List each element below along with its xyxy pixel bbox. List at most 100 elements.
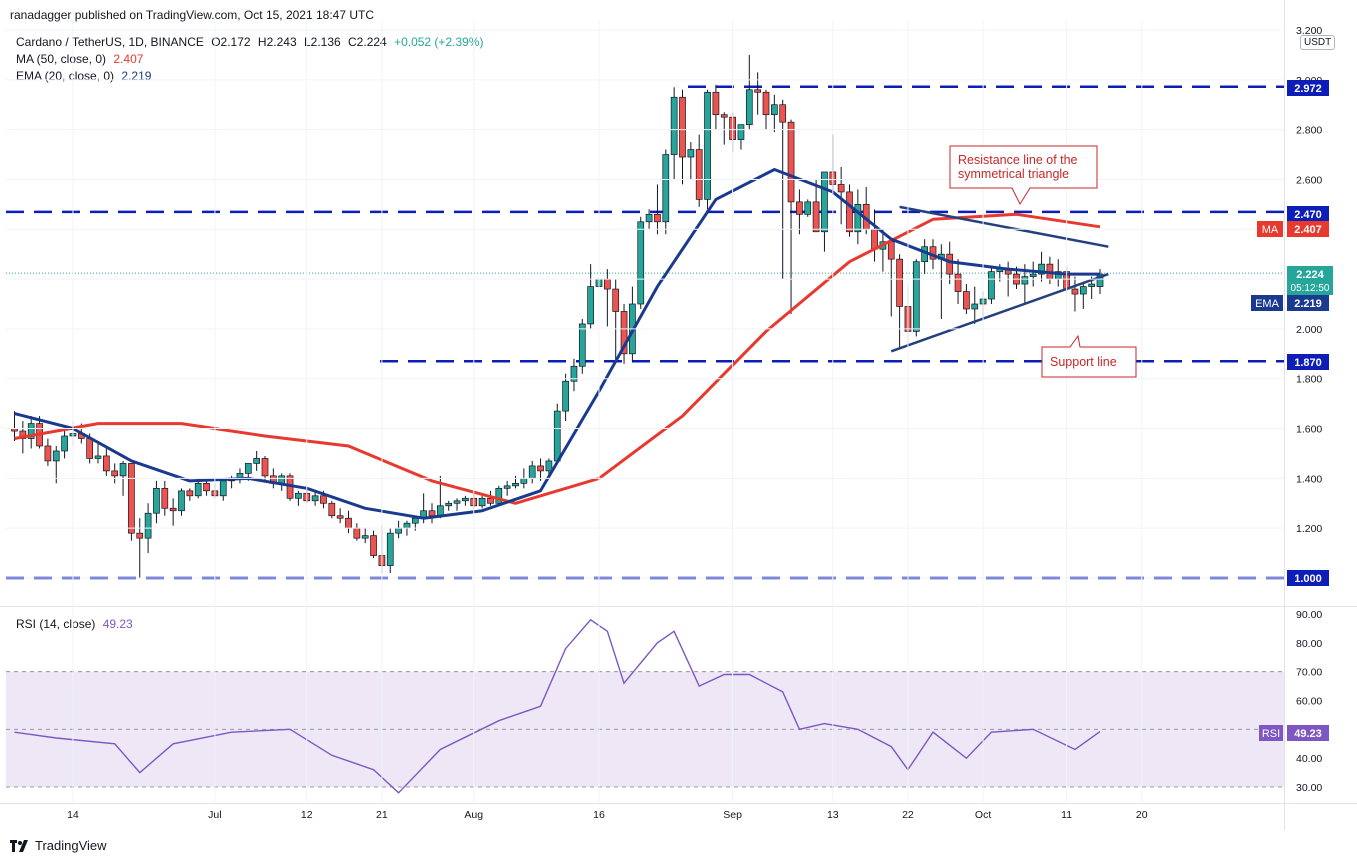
candle-body xyxy=(712,91,720,116)
rsi-layer xyxy=(6,618,1284,794)
candle-body xyxy=(854,204,862,233)
candle-body xyxy=(186,490,194,497)
candle-body xyxy=(1038,263,1045,275)
candle-body xyxy=(1021,276,1029,285)
symbol-name: Cardano / TetherUS, 1D, BINANCE xyxy=(16,35,204,49)
candle-body xyxy=(846,191,853,233)
badge-ema: 2.219 xyxy=(1294,298,1322,310)
candle-body xyxy=(1088,283,1096,287)
candle-body xyxy=(796,201,803,215)
candle-body xyxy=(587,286,595,325)
resistance-annotation[interactable]: Resistance line of the symmetrical trian… xyxy=(949,145,1098,206)
ma-axis-tag: MA xyxy=(1262,224,1279,236)
badge-ma: 2.407 xyxy=(1294,224,1322,236)
price-tick-label: 1.600 xyxy=(1296,424,1322,436)
candle-body xyxy=(603,278,611,290)
candle-body xyxy=(553,410,561,462)
close-value: C2.224 xyxy=(348,35,387,49)
candle-body xyxy=(687,149,695,158)
rsi-tick-label: 40.00 xyxy=(1296,753,1322,765)
rsi-legend-label: RSI (14, close) xyxy=(16,617,96,631)
candle-body xyxy=(1029,273,1037,277)
ema-20-line xyxy=(14,168,1100,520)
candle-body xyxy=(578,323,586,367)
time-tick-label: Jul xyxy=(208,809,221,821)
candle-body xyxy=(770,104,778,116)
ema-axis-tag: EMA xyxy=(1255,298,1280,310)
rsi-band xyxy=(6,671,1284,787)
time-tick-label: Aug xyxy=(464,809,483,821)
ma-axis-tag-bg xyxy=(1257,221,1283,237)
badge-ema-bg xyxy=(1287,295,1329,311)
price-tick-label: 3.200 xyxy=(1296,25,1322,37)
time-tick-label: 20 xyxy=(1136,809,1148,821)
candle-body xyxy=(445,502,453,507)
badge-countdown: 05:12:50 xyxy=(1291,283,1330,294)
resistance-trendline xyxy=(899,205,1109,248)
candle-body xyxy=(253,458,260,464)
candle-body xyxy=(821,171,828,233)
x-axis-separator xyxy=(0,803,1357,804)
candle-body xyxy=(153,487,160,514)
time-tick-label: 12 xyxy=(301,809,313,821)
badge-2470: 2.470 xyxy=(1294,209,1322,221)
currency-unit-label[interactable]: USDT xyxy=(1300,35,1336,50)
badge-2470-bg xyxy=(1287,206,1329,222)
candle-body xyxy=(203,482,210,492)
badge-1000-bg xyxy=(1287,570,1329,586)
price-tick-label: 2.000 xyxy=(1296,324,1322,336)
ma-legend[interactable]: MA (50, close, 0) 2.407 xyxy=(16,52,143,66)
candle-body xyxy=(144,512,152,539)
candle-body xyxy=(161,487,169,509)
candle-body xyxy=(887,241,895,260)
candle-body xyxy=(837,184,845,193)
candle-body xyxy=(219,480,227,497)
candle-body xyxy=(520,478,528,484)
candle-body xyxy=(495,487,503,504)
high-value: H2.243 xyxy=(257,35,297,49)
candle-body xyxy=(954,273,962,292)
badge-2972-bg xyxy=(1287,80,1329,96)
resistance-callout-line2: symmetrical triangle xyxy=(958,167,1069,181)
badge-2972: 2.972 xyxy=(1294,83,1322,95)
support-annotation[interactable]: Support line xyxy=(1041,334,1137,378)
candle-body xyxy=(453,500,461,504)
candle-body xyxy=(94,455,102,459)
candle-body xyxy=(169,507,177,512)
tradingview-brand: TradingView xyxy=(35,838,107,853)
candle-body xyxy=(44,445,52,462)
candle-body xyxy=(370,535,377,556)
badge-1870: 1.870 xyxy=(1294,357,1322,369)
candle-body xyxy=(754,89,762,93)
candle-body xyxy=(311,495,319,502)
price-tick-label: 1.400 xyxy=(1296,473,1322,485)
time-tick-label: 22 xyxy=(902,809,914,821)
ma-legend-value: 2.407 xyxy=(113,52,144,66)
badge-rsi-bg xyxy=(1287,725,1329,741)
low-value: L2.136 xyxy=(303,35,341,49)
candle-body xyxy=(361,535,369,539)
candle-body xyxy=(562,380,569,412)
time-tick-label: 13 xyxy=(827,809,839,821)
rsi-legend[interactable]: RSI (14, close) 49.23 xyxy=(16,617,133,631)
candle-body xyxy=(963,291,970,310)
tradingview-logo[interactable]: TradingView xyxy=(10,838,107,853)
candle-body xyxy=(670,96,678,155)
support-callout-label: Support line xyxy=(1050,355,1117,369)
rsi-legend-value: 49.23 xyxy=(102,617,133,631)
candle-body xyxy=(620,311,628,355)
candle-body xyxy=(745,89,753,126)
candle-body xyxy=(478,497,486,507)
candle-body xyxy=(512,482,519,487)
rsi-tick-label: 80.00 xyxy=(1296,638,1322,650)
candle-body xyxy=(353,527,361,539)
rsi-panel-separator xyxy=(0,606,1357,607)
candle-body xyxy=(128,463,135,534)
candle-body xyxy=(896,258,903,307)
candle-body xyxy=(178,490,185,512)
candle-body xyxy=(111,470,119,477)
candle-body xyxy=(295,492,302,499)
candle-body xyxy=(988,271,995,300)
badge-rsi: 49.23 xyxy=(1294,728,1322,740)
